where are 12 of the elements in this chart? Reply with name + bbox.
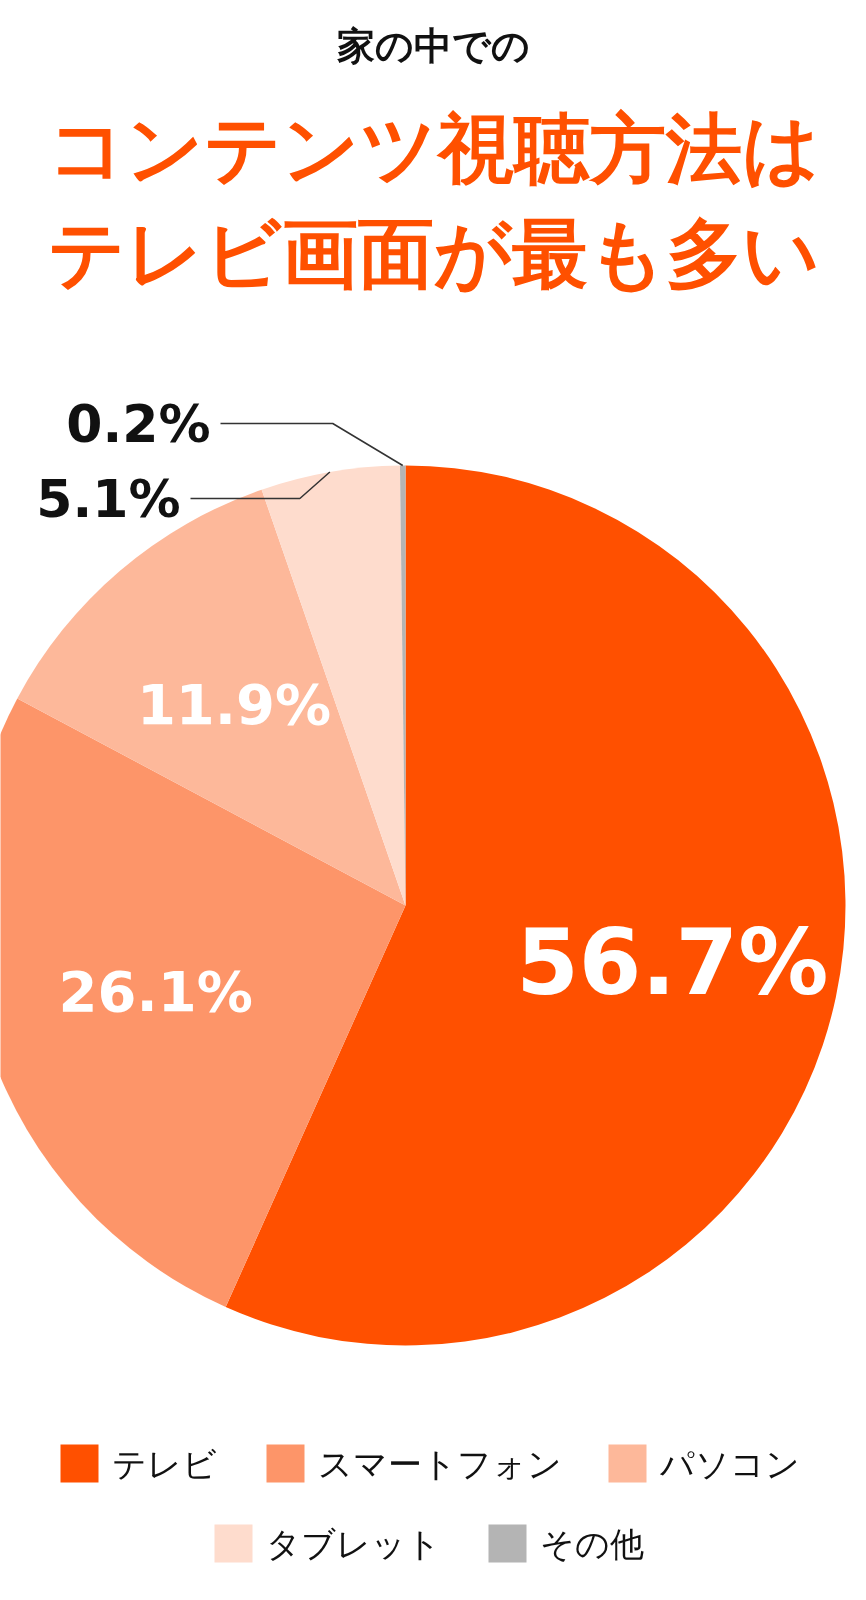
- legend-label: パソコン: [658, 1443, 800, 1484]
- data-label: 11.9%: [136, 672, 332, 738]
- data-label: 26.1%: [58, 958, 253, 1024]
- data-label: 56.7%: [516, 910, 829, 1015]
- legend-label: テレビ: [111, 1443, 217, 1484]
- data-label: 0.2%: [66, 393, 211, 454]
- chart-title: コンテンツ視聴方法はテレビ画面が最も多い: [47, 104, 820, 298]
- data-label: 5.1%: [36, 468, 181, 529]
- legend-label: その他: [539, 1523, 644, 1564]
- legend-label: スマートフォン: [317, 1443, 562, 1484]
- chart-subtitle: 家の中での: [337, 23, 530, 68]
- legend-label: タブレット: [265, 1523, 441, 1564]
